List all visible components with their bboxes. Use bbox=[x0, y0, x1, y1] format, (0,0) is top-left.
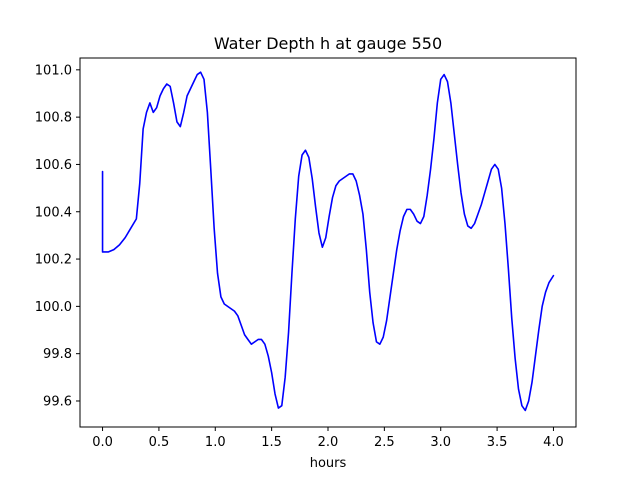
x-tick-label: 1.0 bbox=[205, 435, 226, 450]
x-tick-label: 0.5 bbox=[149, 435, 170, 450]
x-axis-label: hours bbox=[310, 456, 347, 471]
chart-title: Water Depth h at gauge 550 bbox=[214, 34, 442, 53]
x-tick-label: 3.5 bbox=[487, 435, 508, 450]
y-tick-label: 99.6 bbox=[43, 394, 72, 409]
y-tick-label: 100.0 bbox=[35, 300, 72, 315]
series-line bbox=[101, 71, 555, 412]
x-tick-label: 2.5 bbox=[374, 435, 395, 450]
x-tick-label: 0.0 bbox=[92, 435, 113, 450]
y-tick-label: 101.0 bbox=[35, 63, 72, 78]
y-tick-label: 100.6 bbox=[35, 158, 72, 173]
series-layer bbox=[101, 71, 555, 412]
y-tick-label: 99.8 bbox=[43, 347, 72, 362]
x-tick-label: 4.0 bbox=[543, 435, 564, 450]
x-tick-label: 2.0 bbox=[318, 435, 339, 450]
x-tick-label: 3.0 bbox=[430, 435, 451, 450]
y-tick-label: 100.2 bbox=[35, 253, 72, 268]
y-tick-label: 100.8 bbox=[35, 111, 72, 126]
x-axis-ticks: 0.0 0.5 1.0 1.5 2.0 2.5 3.0 3.5 4.0 bbox=[92, 427, 564, 450]
y-axis-ticks: 99.6 99.8 100.0 100.2 100.4 100.6 100.8 101.0 bbox=[35, 63, 80, 409]
x-tick-label: 1.5 bbox=[261, 435, 282, 450]
y-tick-label: 100.4 bbox=[35, 205, 72, 220]
